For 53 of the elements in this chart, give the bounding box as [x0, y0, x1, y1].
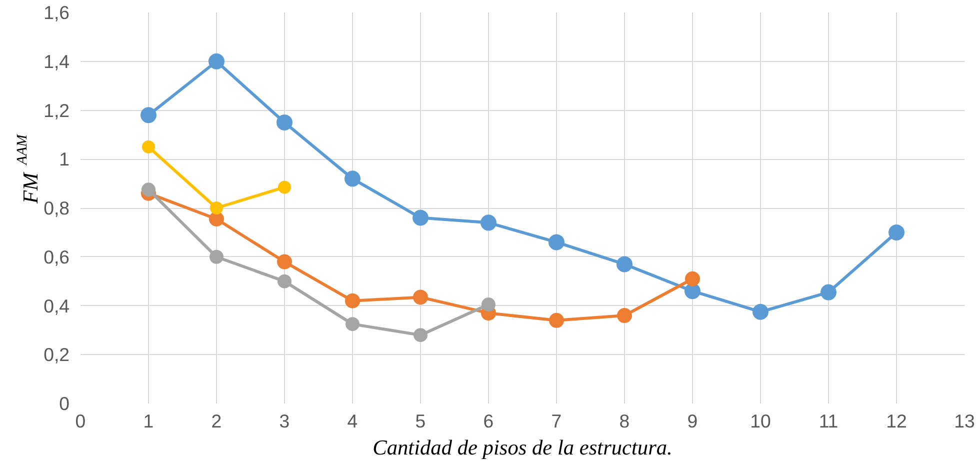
y-tick-label: 1,4 [44, 50, 70, 72]
point [480, 214, 496, 231]
y-tick-label: 1,6 [44, 2, 70, 23]
x-tick-label: 6 [483, 410, 494, 432]
y-tick-label: 1,2 [44, 100, 70, 121]
x-tick-label: 5 [415, 410, 426, 432]
point [888, 224, 904, 240]
point [344, 170, 360, 187]
x-tick-label: 12 [886, 410, 907, 432]
x-tick-label: 8 [619, 410, 630, 432]
y-axis-title: FMAAM [14, 134, 42, 204]
x-tick-label: 11 [818, 410, 838, 432]
point [210, 250, 224, 264]
x-tick-label: 1 [143, 410, 154, 432]
point [278, 274, 292, 288]
point [616, 256, 632, 272]
point [276, 114, 292, 130]
point [549, 312, 564, 328]
point [548, 234, 564, 250]
point [617, 308, 632, 324]
point [209, 212, 224, 226]
point [140, 107, 156, 124]
x-tick-label: 7 [551, 410, 562, 432]
y-tick-label: 0 [59, 393, 70, 414]
point [684, 283, 700, 300]
x-tick-label: 3 [279, 410, 290, 432]
point [278, 180, 291, 194]
point [346, 317, 360, 332]
point [210, 202, 223, 214]
x-axis-title: Cantidad de pisos de la estructura. [372, 436, 672, 460]
point [208, 53, 224, 70]
x-tick-label: 4 [347, 410, 358, 432]
x-tick-label: 10 [750, 410, 771, 432]
y-tick-label: 0,8 [44, 198, 70, 218]
point [142, 140, 155, 154]
point [820, 284, 836, 300]
y-tick-label: 0,6 [44, 246, 70, 268]
point [277, 254, 292, 270]
point [752, 304, 768, 320]
point [142, 182, 156, 197]
x-tick-label: 2 [211, 410, 222, 432]
point [482, 298, 496, 312]
y-tick-label: 0,2 [44, 344, 70, 366]
point [413, 290, 428, 305]
point [412, 210, 428, 226]
x-tick-label: 0 [75, 410, 86, 432]
point [345, 293, 360, 308]
point [414, 328, 428, 342]
x-tick-label: 9 [687, 410, 698, 432]
x-tick-label: 13 [954, 410, 975, 432]
point [685, 271, 700, 286]
y-tick-label: 1 [59, 148, 70, 170]
y-tick-label: 0,4 [44, 295, 70, 316]
